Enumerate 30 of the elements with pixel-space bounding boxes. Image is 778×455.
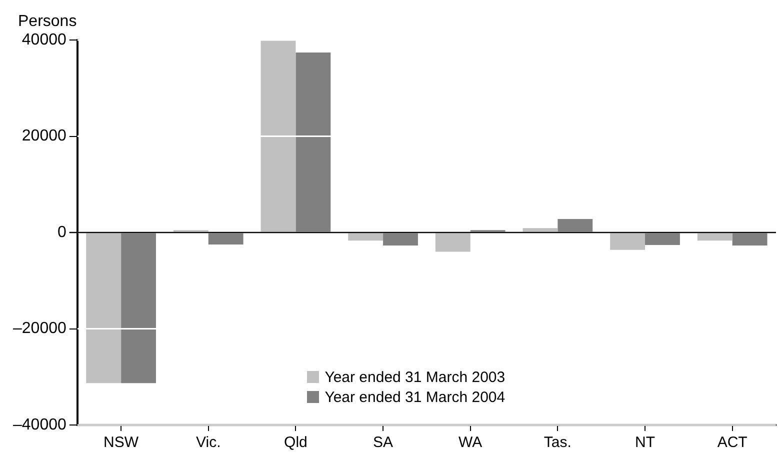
bar: [610, 233, 646, 250]
bar: [121, 233, 156, 384]
y-axis-title: Persons: [18, 13, 77, 31]
bar: [697, 233, 732, 241]
bar: [86, 233, 122, 384]
x-tick-label: SA: [373, 434, 394, 452]
bar: [645, 233, 680, 246]
x-tick-label: NSW: [104, 434, 140, 452]
bar: [260, 40, 296, 232]
bar: [732, 233, 768, 246]
legend-label: Year ended 31 March 2004: [324, 388, 506, 406]
x-tick-label: Tas.: [544, 434, 572, 452]
y-tick-label: 0: [57, 224, 66, 241]
y-tick-label: –40000: [13, 416, 66, 434]
bar: [435, 233, 470, 252]
bar: [348, 233, 384, 241]
x-tick-label: WA: [458, 434, 482, 452]
x-tick-label: ACT: [717, 434, 748, 452]
bar: [558, 219, 593, 232]
bar: [296, 52, 331, 232]
legend-label: Year ended 31 March 2003: [324, 368, 506, 386]
bar: [208, 233, 244, 245]
x-tick-label: Vic.: [196, 434, 221, 452]
y-tick-label: –20000: [13, 320, 66, 338]
y-tick-label: 20000: [22, 128, 66, 145]
bar: [522, 228, 558, 232]
x-tick-label: NT: [635, 434, 656, 452]
x-tick-label: Qld: [284, 434, 308, 452]
y-tick-label: 40000: [22, 31, 66, 48]
bar: [383, 233, 418, 246]
